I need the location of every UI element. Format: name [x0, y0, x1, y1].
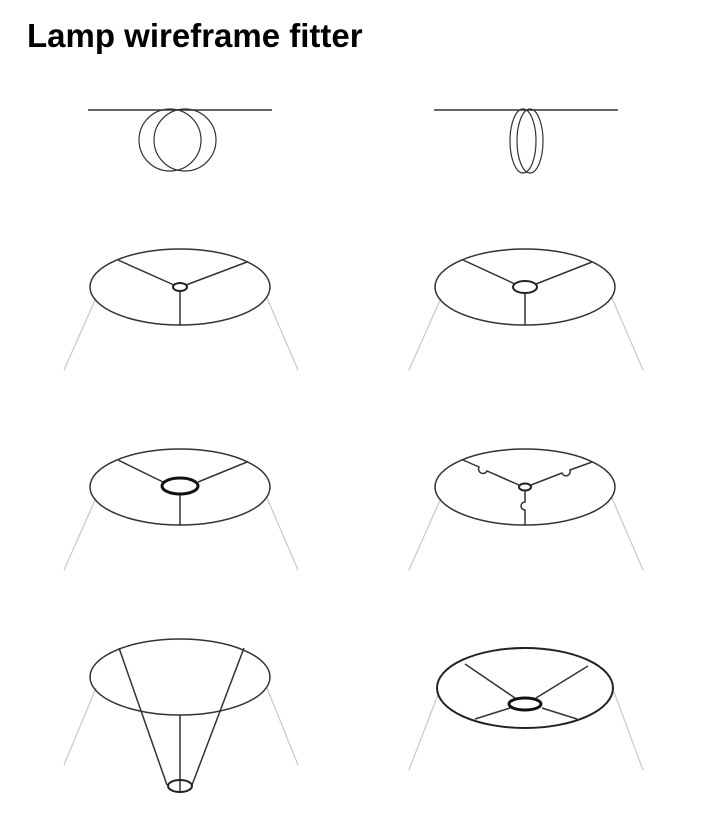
- dropped-spider-fitter: [60, 630, 310, 800]
- drop-arm-left: [118, 647, 168, 786]
- spider-arm-back-right: [535, 665, 589, 699]
- clip-loop-right: [153, 108, 217, 172]
- clip-on-narrow-fitter: [432, 100, 622, 180]
- spider-arm-back-left: [464, 663, 516, 699]
- fitter-ring: [512, 280, 538, 294]
- fitter-ring: [172, 282, 188, 292]
- spider-arm-right: [197, 461, 248, 483]
- fitter-ring: [507, 696, 543, 712]
- bottom-ring-fitter: [405, 630, 655, 800]
- fitter-ring: [160, 476, 200, 496]
- drop-arm-right: [191, 647, 245, 786]
- clip-loop-left: [138, 108, 202, 172]
- shade-rim: [436, 647, 614, 729]
- spider-arm-left: [117, 459, 164, 483]
- spider-arm-right: [535, 261, 593, 285]
- spider-arm-left: [462, 259, 516, 285]
- clip-on-bulb-fitter: [85, 100, 275, 180]
- clip-loop-left: [509, 108, 537, 174]
- spider-arm-front-left: [474, 707, 511, 720]
- spider-arm-front-right: [541, 707, 578, 720]
- spider-fitter-medium-ring: [405, 240, 655, 380]
- notched-spider-fitter: [405, 440, 655, 580]
- spider-arm-right: [530, 461, 593, 486]
- spider-arm-right: [185, 261, 248, 286]
- clip-loop-right: [516, 108, 544, 174]
- fitter-ring: [518, 482, 532, 492]
- spider-fitter-small-ring: [60, 240, 310, 380]
- spider-arm-front: [520, 491, 526, 525]
- spider-arm-left: [117, 259, 175, 286]
- fitter-ring: [167, 779, 193, 793]
- page-title: Lamp wireframe fitter: [27, 17, 363, 54]
- spider-fitter-large-ring: [60, 440, 310, 580]
- spider-arm-left: [462, 459, 520, 486]
